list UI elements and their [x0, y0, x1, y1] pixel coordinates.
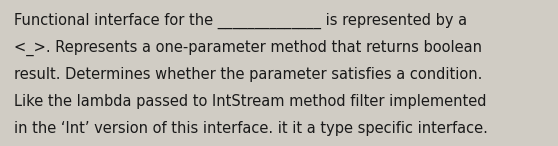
- Text: Functional interface for the ______________ is represented by a: Functional interface for the ___________…: [14, 13, 467, 29]
- Text: Like the lambda passed to IntStream method filter implemented: Like the lambda passed to IntStream meth…: [14, 94, 487, 109]
- Text: <_>. Represents a one-parameter method that returns boolean: <_>. Represents a one-parameter method t…: [14, 40, 482, 56]
- Text: in the ‘Int’ version of this interface. it it a type specific interface.: in the ‘Int’ version of this interface. …: [14, 121, 488, 136]
- Text: result. Determines whether the parameter satisfies a condition.: result. Determines whether the parameter…: [14, 67, 482, 82]
